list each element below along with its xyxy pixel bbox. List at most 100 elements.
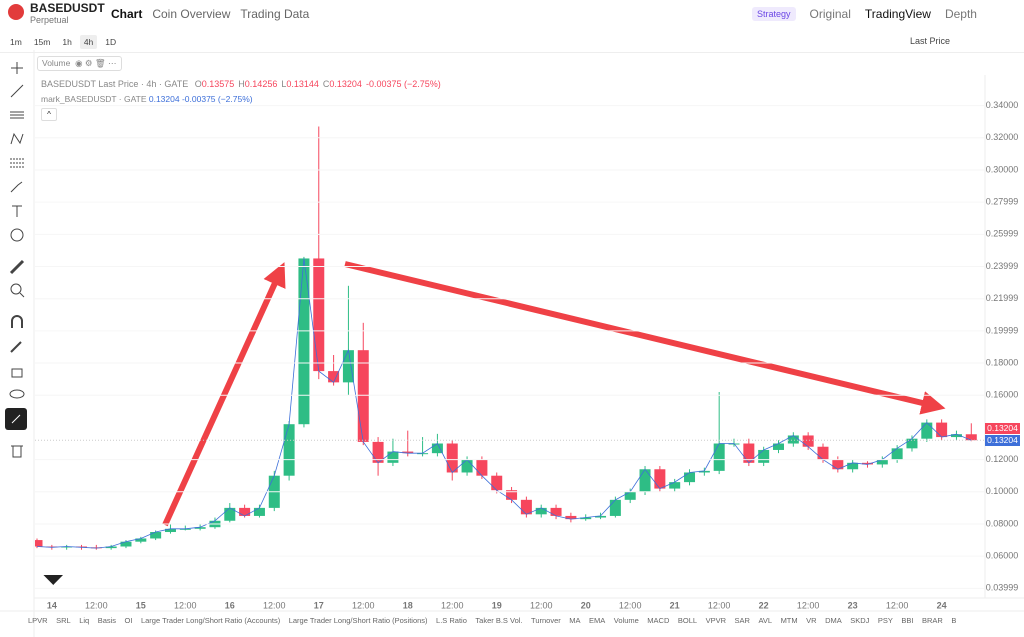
tool-brush[interactable] [8, 178, 26, 196]
indicator[interactable]: Taker B.S Vol. [475, 616, 523, 625]
indicator[interactable]: BOLL [677, 616, 698, 625]
indicator[interactable]: MTM [780, 616, 798, 625]
candle-body [164, 528, 176, 533]
view-tab[interactable]: Depth [944, 7, 977, 21]
x-tick-label: 14 [47, 600, 57, 610]
tool-pen[interactable] [8, 337, 26, 355]
tool-hlines[interactable] [8, 106, 26, 124]
indicator[interactable]: Basis [97, 616, 117, 625]
coin-logo [8, 4, 24, 20]
y-tick-label: 0.10000 [986, 486, 1019, 496]
x-tick-label: 12:00 [797, 600, 820, 610]
tool-text[interactable] [8, 202, 26, 220]
ohlc-value: 0.13144 [286, 79, 319, 89]
volume-label: Volume [42, 58, 71, 68]
indicator[interactable]: OI [124, 616, 133, 625]
candle-body [847, 462, 859, 470]
tool-emoji[interactable] [8, 226, 26, 244]
interval[interactable]: 1D [105, 37, 117, 47]
interval[interactable]: 4h [79, 35, 98, 49]
tv-logo: ◥◤ [44, 572, 63, 586]
y-tick-label: 0.03999 [986, 583, 1019, 593]
indicator[interactable]: VR [806, 616, 817, 625]
indicator[interactable]: L.S Ratio [436, 616, 467, 625]
interval[interactable]: 1h [62, 37, 72, 47]
price-type[interactable]: Last Price [910, 36, 951, 46]
symbol[interactable]: BASEDUSDT [30, 1, 105, 15]
last-price-tag: 0.13204 [985, 423, 1020, 435]
tool-lock[interactable] [8, 361, 26, 379]
candle-body [61, 546, 73, 548]
indicator[interactable]: LPVR [28, 616, 48, 625]
view-tab[interactable]: Strategy [752, 7, 796, 21]
candle-body [372, 441, 384, 463]
indicator[interactable]: B [951, 616, 957, 625]
x-tick-label: 15 [136, 600, 146, 610]
x-tick-label: 12:00 [886, 600, 909, 610]
indicator[interactable]: DMA [825, 616, 842, 625]
indicator[interactable]: BRAR [922, 616, 943, 625]
candle-body [150, 532, 162, 539]
candle-body [313, 258, 325, 372]
tool-magnet[interactable] [8, 313, 26, 331]
tool-cross[interactable] [8, 59, 26, 77]
y-tick-label: 0.08000 [986, 518, 1019, 528]
legend-title: BASEDUSDT Last Price · 4h · GATE [41, 79, 189, 89]
indicator[interactable]: MA [569, 616, 581, 625]
candle-body [520, 499, 532, 515]
x-tick-label: 12:00 [441, 600, 464, 610]
tool-pattern[interactable] [8, 130, 26, 148]
tab[interactable]: Coin Overview [152, 7, 231, 21]
x-tick-label: 12:00 [174, 600, 197, 610]
x-tick-label: 12:00 [85, 600, 108, 610]
indicator[interactable]: Liq [79, 616, 90, 625]
x-tick-label: 22 [759, 600, 769, 610]
indicator[interactable]: Turnover [531, 616, 561, 625]
indicator[interactable]: Volume [613, 616, 639, 625]
indicator[interactable]: BBI [901, 616, 914, 625]
y-tick-label: 0.32000 [986, 132, 1019, 142]
tool-line[interactable] [8, 82, 26, 100]
candle-body [357, 350, 369, 442]
volume-pill[interactable]: Volume ◉ ⚙ 🗑 ⋯ [37, 56, 122, 71]
indicator[interactable]: Large Trader Long/Short Ratio (Positions… [288, 616, 428, 625]
indicator[interactable]: SKDJ [850, 616, 870, 625]
tool-ruler[interactable] [8, 258, 26, 276]
x-tick-label: 12:00 [530, 600, 553, 610]
candle-body [758, 449, 770, 463]
tool-link[interactable] [5, 408, 27, 430]
candle-body [817, 446, 829, 460]
candle-body [609, 499, 621, 516]
indicator[interactable]: EMA [589, 616, 606, 625]
tool-eye[interactable] [8, 385, 26, 403]
interval[interactable]: 1m [10, 37, 22, 47]
arrow-down [344, 261, 946, 415]
indicator[interactable]: PSY [877, 616, 893, 625]
collapse[interactable]: ^ [41, 108, 57, 121]
ohlc-value: 0.13204 [329, 79, 362, 89]
indicator[interactable]: AVL [758, 616, 773, 625]
candle-body [253, 507, 265, 516]
tabs: Chart Coin Overview Trading Data [111, 7, 309, 21]
tool-trash[interactable] [8, 441, 26, 459]
interval[interactable]: 15m [33, 37, 51, 47]
view-tab[interactable]: TradingView [864, 7, 931, 21]
annotations [162, 261, 946, 527]
plot [35, 126, 977, 550]
indicator[interactable]: MACD [647, 616, 670, 625]
indicator[interactable]: VPVR [705, 616, 727, 625]
tool-zoom[interactable] [8, 281, 26, 299]
tool-fib[interactable] [8, 154, 26, 172]
mark-change: -0.00375 (−2.75%) [181, 94, 253, 104]
candle-body [891, 448, 903, 460]
candle-body [876, 459, 888, 465]
indicator[interactable]: SRL [56, 616, 71, 625]
candle-body [387, 451, 399, 463]
candle-body [684, 472, 696, 483]
indicator[interactable]: Large Trader Long/Short Ratio (Accounts) [140, 616, 281, 625]
indicator[interactable]: SAR [734, 616, 750, 625]
tab[interactable]: Trading Data [240, 7, 310, 21]
x-tick-label: 19 [492, 600, 502, 610]
view-tab[interactable]: Original [809, 7, 851, 21]
tab[interactable]: Chart [111, 7, 143, 21]
